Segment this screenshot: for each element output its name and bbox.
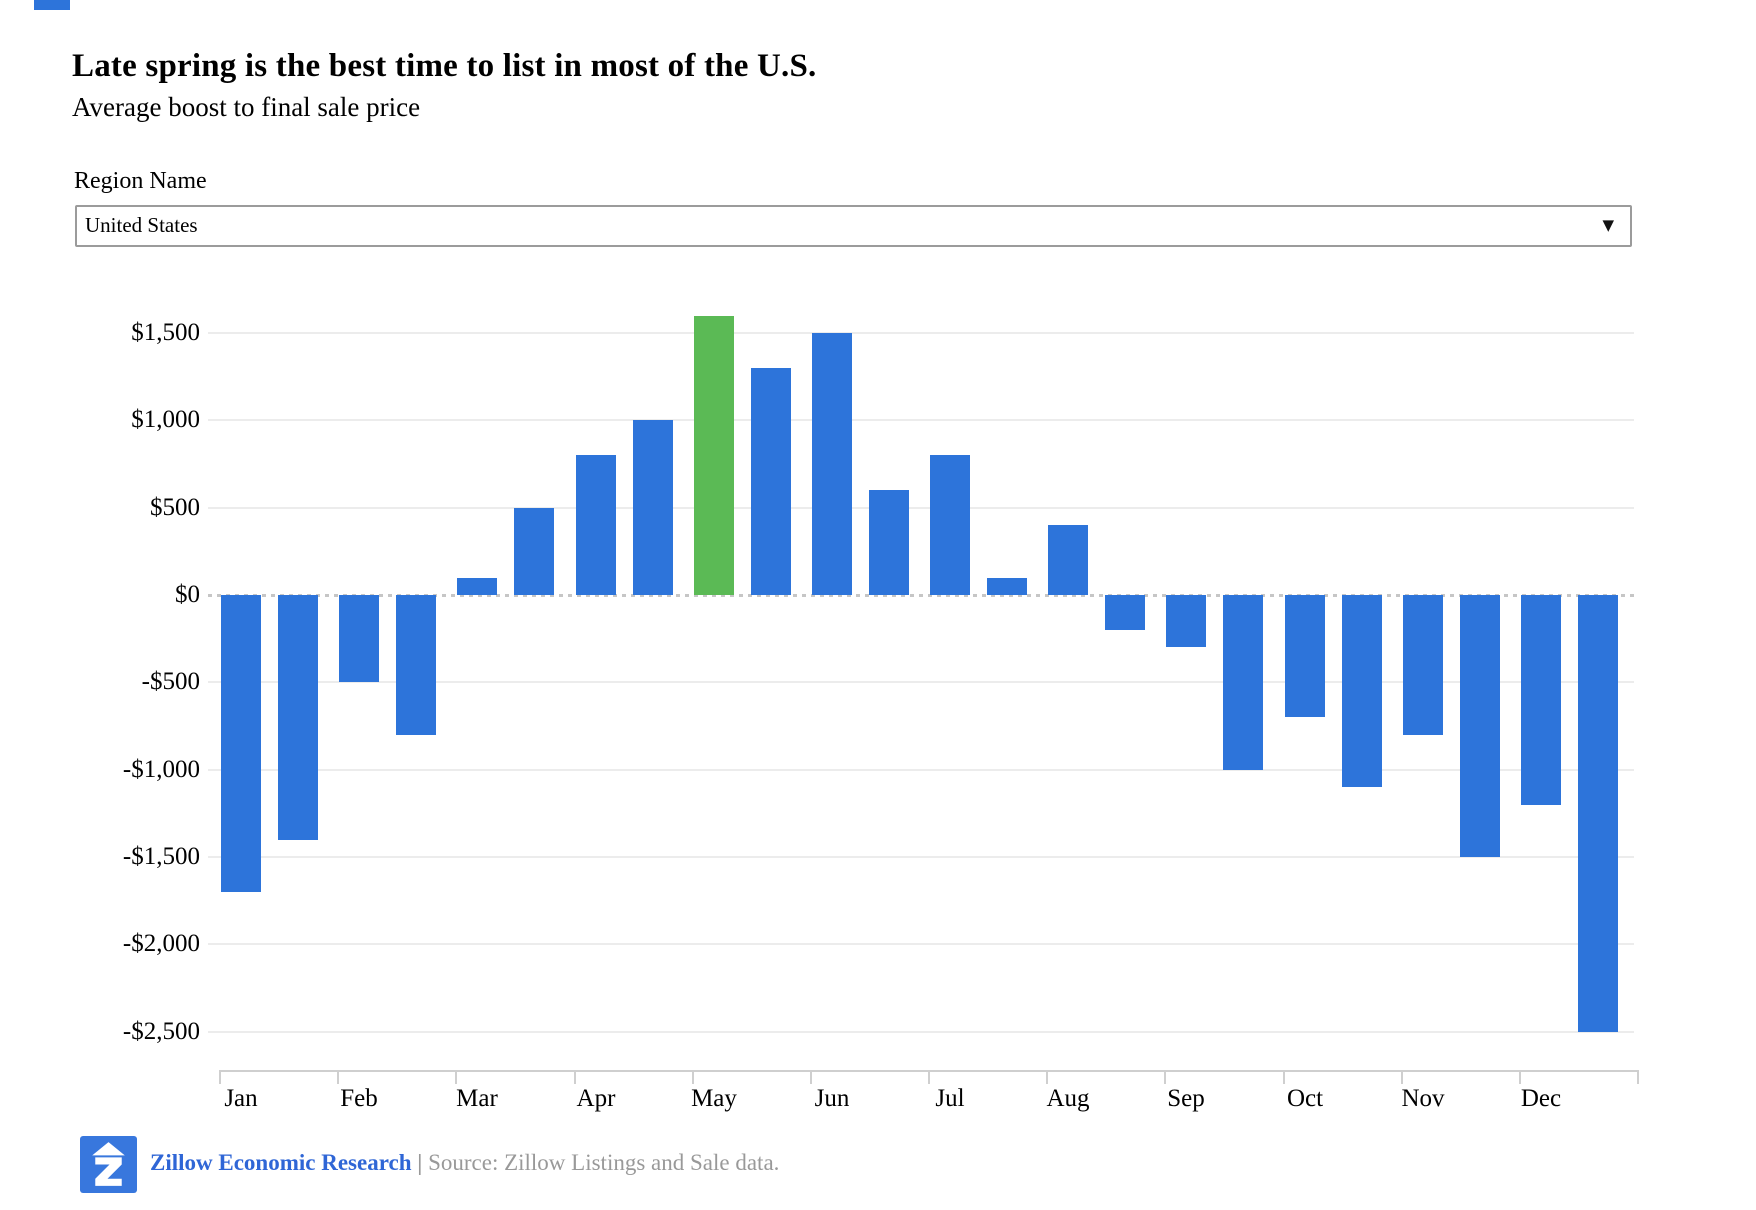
bar-jun-2[interactable] [869,490,909,595]
bar-mar-2[interactable] [514,508,554,595]
x-axis-tick [1637,1070,1639,1084]
x-axis-tick [1401,1070,1403,1084]
x-axis-tick [810,1070,812,1084]
y-axis-label: $1,500 [131,319,200,346]
x-axis-tick [574,1070,576,1084]
bar-jun-1[interactable] [812,333,852,595]
x-axis-tick [455,1070,457,1084]
zillow-logo-icon [80,1136,137,1193]
top-left-blue-fragment [34,0,70,10]
y-axis-label: -$1,500 [122,842,200,870]
bar-feb-1[interactable] [339,595,379,682]
chevron-down-icon[interactable]: ▼ [1602,216,1614,234]
bar-jan-2[interactable] [278,595,318,840]
bar-dec-1[interactable] [1521,595,1561,805]
bar-oct-1[interactable] [1285,595,1325,717]
x-axis-label: Apr [576,1085,616,1112]
bar-jul-1[interactable] [930,455,970,595]
region-select-value: United States [85,213,198,237]
x-axis-label: Jun [814,1085,850,1112]
x-axis-tick [692,1070,694,1084]
bar-nov-1[interactable] [1403,595,1443,735]
y-axis-label: -$2,000 [122,930,200,958]
x-axis-label: May [691,1085,737,1112]
gridline [208,681,1634,684]
y-axis-label: $0 [175,581,200,608]
y-axis-label: -$500 [141,668,200,696]
x-axis-label: Aug [1046,1085,1090,1112]
footer-brand-link[interactable]: Zillow Economic Research [150,1150,412,1175]
gridline [208,768,1634,771]
x-axis-tick [1519,1070,1521,1084]
zero-baseline [208,594,1634,597]
x-axis-label: Feb [340,1085,378,1112]
bar-jul-2[interactable] [987,578,1027,595]
bar-jan-1[interactable] [221,595,261,892]
bar-aug-1[interactable] [1048,525,1088,595]
x-axis-tick [219,1070,221,1084]
bar-aug-2[interactable] [1105,595,1145,630]
page-subtitle: Average boost to final sale price [72,92,421,122]
x-axis-label: Oct [1286,1085,1324,1112]
gridline [208,943,1634,946]
x-axis-label: Nov [1401,1085,1445,1112]
x-axis-tick [1283,1070,1285,1084]
x-axis-label: Sep [1167,1085,1205,1112]
bar-apr-1[interactable] [576,455,616,595]
y-axis-label: -$1,000 [122,755,200,783]
x-axis-label: Jan [224,1085,258,1112]
x-axis-label: Mar [456,1085,498,1112]
y-axis-label: $500 [150,493,200,521]
bar-apr-2[interactable] [633,420,673,595]
region-name-label: Region Name [74,168,207,194]
bar-may-2[interactable] [751,368,791,595]
footer-source-text: Source: Zillow Listings and Sale data. [428,1150,780,1175]
x-axis-tick [337,1070,339,1084]
bar-nov-2[interactable] [1460,595,1500,857]
bar-sep-1[interactable] [1166,595,1206,647]
bar-oct-2[interactable] [1342,595,1382,787]
footer-separator: | [417,1150,423,1175]
gridline [208,1030,1634,1033]
x-axis-label: Dec [1520,1085,1562,1112]
bar-may-1[interactable] [694,316,734,595]
x-axis-tick [1046,1070,1048,1084]
gridline [208,855,1634,858]
gridline [208,419,1634,422]
bar-dec-2[interactable] [1578,595,1618,1032]
x-axis-label: Jul [935,1085,965,1112]
x-axis-tick [928,1070,930,1084]
y-axis-label: $1,000 [131,406,200,434]
region-select[interactable]: United States ▼ [75,205,1632,247]
gridline [208,506,1634,509]
x-axis-tick [1164,1070,1166,1084]
bar-mar-1[interactable] [457,578,497,595]
page-title: Late spring is the best time to list in … [72,48,817,84]
gridline [208,332,1634,334]
bar-feb-2[interactable] [396,595,436,735]
bar-sep-2[interactable] [1223,595,1263,770]
y-axis-label: -$2,500 [122,1017,200,1045]
